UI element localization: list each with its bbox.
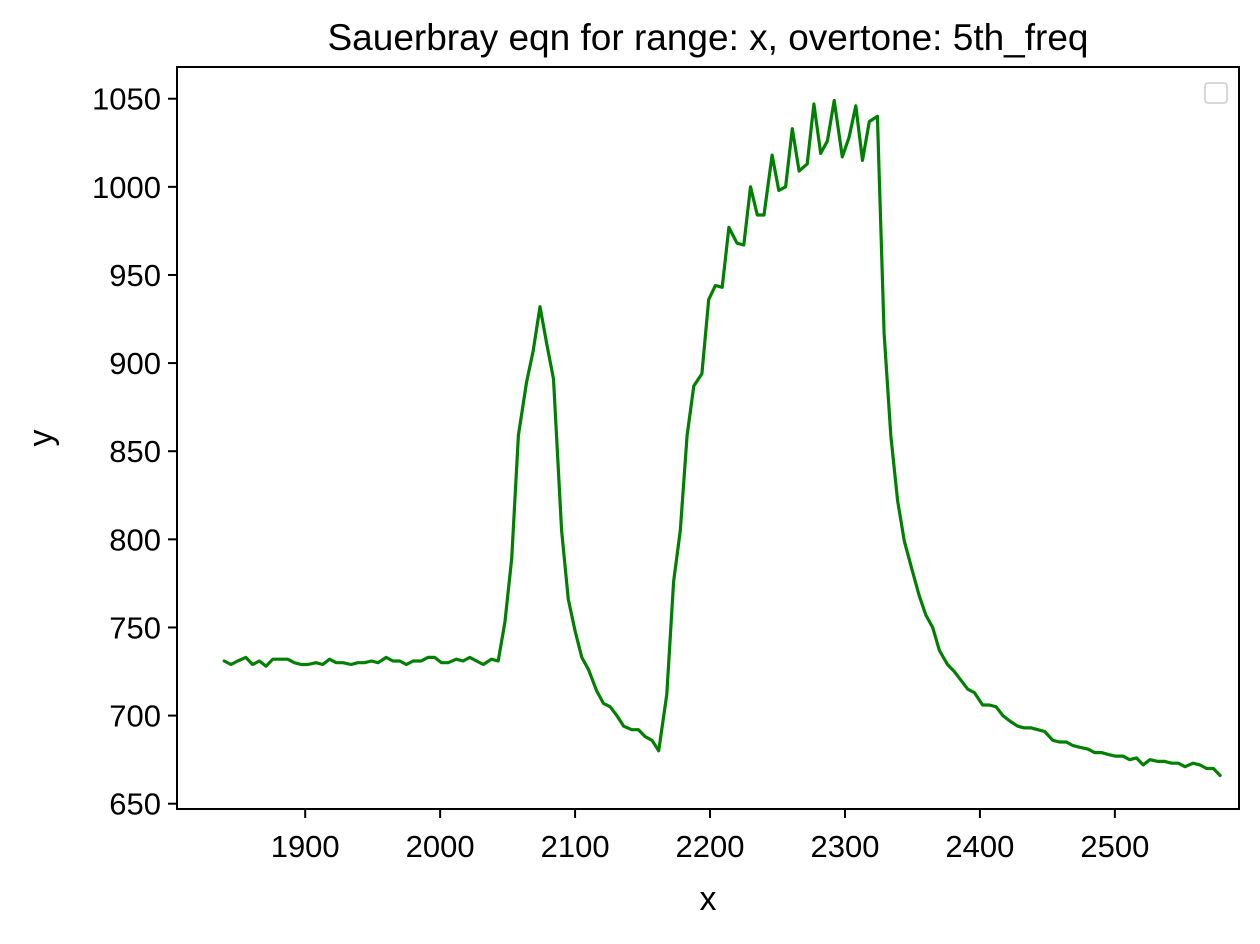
y-tick-label: 650 <box>109 787 161 822</box>
y-axis-label: y <box>22 430 60 447</box>
plot-frame <box>176 66 1240 810</box>
y-tick-label: 900 <box>109 346 161 381</box>
y-tick-label: 1050 <box>92 82 161 117</box>
x-axis-label: x <box>700 880 717 918</box>
x-axis: 1900 2000 2100 2200 2300 2400 2500 <box>271 809 1149 864</box>
y-tick-label: 700 <box>109 699 161 734</box>
x-tick-label: 1900 <box>271 829 340 864</box>
x-tick-label: 2100 <box>541 829 610 864</box>
y-axis: 650 700 750 800 850 900 950 1000 1050 <box>92 82 177 822</box>
y-tick-label: 750 <box>109 610 161 645</box>
x-tick-label: 2400 <box>945 829 1014 864</box>
x-tick-label: 2500 <box>1080 829 1149 864</box>
y-tick-label: 850 <box>109 434 161 469</box>
series-line <box>222 98 1222 778</box>
plot-area <box>222 98 1222 778</box>
chart-title: Sauerbray eqn for range: x, overtone: 5t… <box>327 17 1088 58</box>
y-tick-label: 1000 <box>92 170 161 205</box>
legend-box <box>1204 82 1228 104</box>
x-tick-label: 2200 <box>676 829 745 864</box>
x-tick-label: 2300 <box>810 829 879 864</box>
y-tick-label: 800 <box>109 522 161 557</box>
y-tick-label: 950 <box>109 258 161 293</box>
x-tick-label: 2000 <box>406 829 475 864</box>
